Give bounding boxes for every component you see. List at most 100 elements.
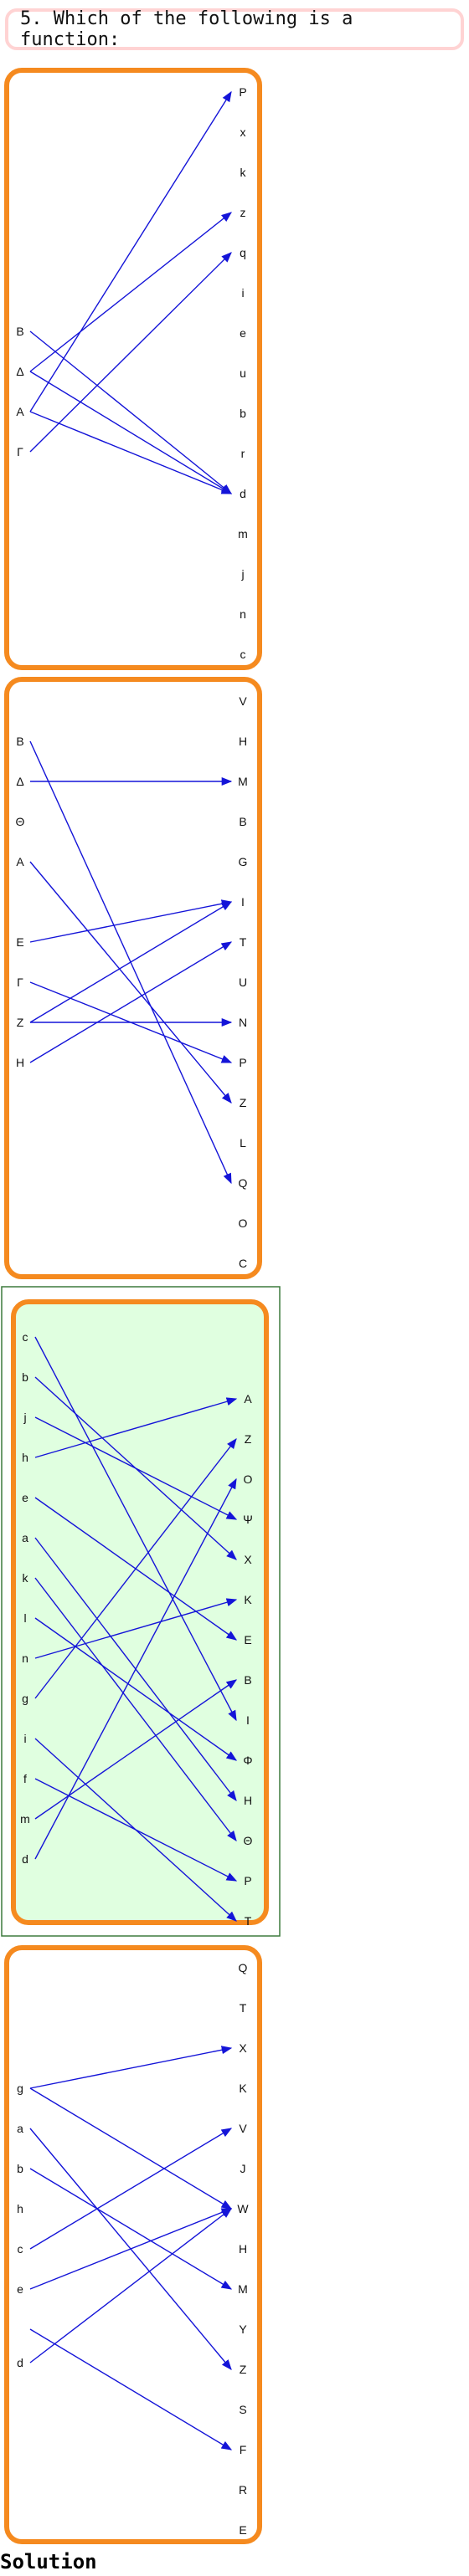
codomain-label: K xyxy=(239,2082,247,2095)
domain-label: c xyxy=(23,1330,28,1344)
domain-label: d xyxy=(17,2356,23,2369)
codomain-label: N xyxy=(239,1016,247,1029)
codomain-label: T xyxy=(245,1914,252,1928)
mapping-arrow xyxy=(29,252,232,453)
codomain-label: i xyxy=(241,286,244,300)
codomain-label: H xyxy=(244,1794,252,1807)
codomain-label: C xyxy=(239,1257,247,1270)
mapping-arrow xyxy=(29,411,233,494)
domain-label: m xyxy=(20,1812,30,1826)
domain-label: Δ xyxy=(16,365,23,378)
codomain-label: E xyxy=(244,1633,251,1646)
mapping-arrow xyxy=(29,212,232,372)
domain-label: A xyxy=(16,855,24,868)
option-frame xyxy=(4,68,262,670)
option-diagram-3[interactable]: A Z O Ψ X K E B I Φ H Θ P Tc b j h e a k l n g i f m d xyxy=(0,1285,469,1939)
mapping-arrow xyxy=(29,941,233,1063)
domain-label: i xyxy=(23,1732,26,1745)
codomain-label: e xyxy=(240,326,246,340)
mapping-arrow xyxy=(29,2328,233,2451)
codomain-label: H xyxy=(239,735,247,748)
codomain-label: L xyxy=(240,1136,246,1150)
codomain-label: Ψ xyxy=(243,1513,253,1526)
option-frame xyxy=(11,1299,269,1925)
codomain-label: K xyxy=(244,1593,252,1606)
codomain-label: O xyxy=(244,1472,253,1486)
domain-label: h xyxy=(17,2202,23,2215)
domain-label: n xyxy=(22,1652,28,1665)
codomain-label: T xyxy=(240,935,247,949)
domain-label: g xyxy=(17,2082,23,2095)
mapping-arrow xyxy=(29,2208,233,2290)
codomain-label: Z xyxy=(240,2363,247,2376)
domain-label: B xyxy=(16,325,23,338)
codomain-label: I xyxy=(241,895,245,909)
codomain-label: R xyxy=(239,2483,247,2497)
mapping-arrow xyxy=(29,2087,233,2210)
codomain-label: m xyxy=(238,527,248,540)
mapping-arrow xyxy=(29,90,232,412)
codomain-label: Φ xyxy=(243,1754,252,1767)
codomain-label: Z xyxy=(245,1432,252,1446)
codomain-label: B xyxy=(244,1673,251,1687)
domain-label: E xyxy=(16,935,23,949)
codomain-label: z xyxy=(240,206,246,219)
codomain-label: U xyxy=(239,976,247,989)
domain-label: g xyxy=(22,1692,28,1705)
codomain-label: X xyxy=(239,2041,247,2055)
codomain-label: X xyxy=(244,1553,252,1566)
codomain-label: Q xyxy=(239,1176,248,1190)
domain-label: j xyxy=(23,1411,26,1424)
codomain-label: k xyxy=(240,166,247,179)
mapping-arrow xyxy=(34,1397,238,1458)
mapping-arrow xyxy=(34,1477,237,1860)
mapping-arrow xyxy=(34,1416,238,1520)
codomain-label: H xyxy=(239,2242,247,2256)
codomain-label: F xyxy=(240,2443,247,2456)
mapping-arrow xyxy=(29,2168,233,2290)
domain-label: Γ xyxy=(17,976,23,989)
domain-label: h xyxy=(22,1451,28,1464)
domain-label: k xyxy=(23,1571,29,1585)
codomain-label: M xyxy=(238,775,248,788)
codomain-label: Θ xyxy=(244,1834,253,1847)
mapping-arrow xyxy=(29,371,233,494)
codomain-label: x xyxy=(240,125,246,139)
codomain-label: P xyxy=(239,1056,246,1069)
mapping-arrow xyxy=(34,1438,237,1699)
option-diagram-4[interactable]: Q T X K V J W H M Y Z S F R Eg a b h c e d xyxy=(0,1944,469,2545)
domain-label: Γ xyxy=(17,445,23,458)
mapping-arrow xyxy=(29,2208,232,2363)
mapping-arrow xyxy=(34,1598,238,1659)
mapping-arrow xyxy=(34,1617,238,1761)
mapping-arrow xyxy=(34,1577,237,1842)
option-frame xyxy=(4,1945,262,2544)
codomain-label: T xyxy=(240,2001,247,2015)
codomain-label: J xyxy=(240,2162,246,2175)
codomain-label: O xyxy=(239,1216,248,1230)
codomain-label: q xyxy=(240,246,246,259)
domain-label: e xyxy=(17,2282,23,2296)
option-frame xyxy=(4,677,262,1279)
codomain-label: Z xyxy=(240,1096,247,1109)
mapping-arrow xyxy=(29,2128,233,2250)
domain-label: l xyxy=(23,1611,26,1625)
option-diagram-2[interactable]: V H M B G I T U N P Z L Q O C B Δ Θ A E Γ Z H xyxy=(0,676,469,1280)
domain-label: Δ xyxy=(16,775,23,788)
codomain-label: Q xyxy=(239,1961,248,1974)
codomain-label: j xyxy=(240,567,244,581)
mapping-arrow xyxy=(29,901,233,1023)
question-text: 5. Which of the following is a function: xyxy=(5,8,464,50)
domain-label: f xyxy=(23,1772,27,1785)
option-diagram-1[interactable]: Px k z q i e u b r d m j n c B Δ A Γ xyxy=(0,67,469,671)
codomain-label: M xyxy=(238,2282,248,2296)
domain-label: A xyxy=(16,405,24,418)
domain-label: b xyxy=(22,1370,28,1384)
domain-label: Z xyxy=(17,1016,24,1029)
mapping-arrow xyxy=(29,2046,233,2089)
codomain-label: A xyxy=(244,1392,252,1406)
mapping-arrow xyxy=(29,861,232,1104)
codomain-label: V xyxy=(239,694,247,708)
codomain-label: Y xyxy=(239,2322,247,2336)
codomain-label: d xyxy=(240,487,246,500)
